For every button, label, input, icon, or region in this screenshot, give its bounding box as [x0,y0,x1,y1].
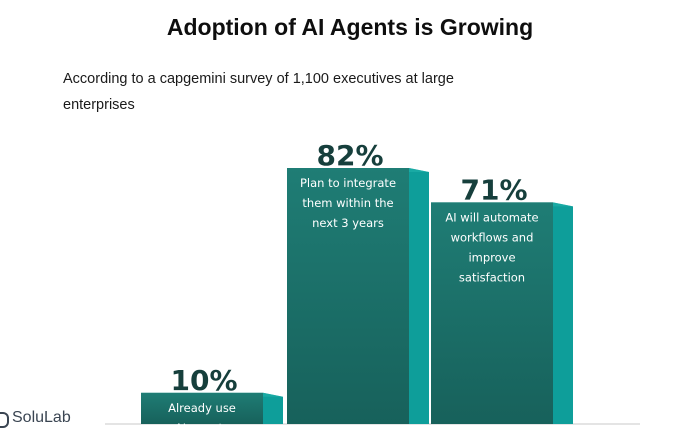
brand-logo: SoluLab [0,409,71,428]
bar-2 [287,168,409,424]
bar-description-2-line-3: next 3 years [312,216,384,230]
bar-description-3-line-3: improve [468,250,515,264]
value-label-1: 10% [170,364,237,397]
bar-side-3 [553,202,573,424]
bar-description-3-line-2: workflows and [451,230,534,244]
brand-name: SoluLab [12,409,71,426]
bar-description-3-line-4: satisfaction [459,270,525,284]
bar-3 [431,202,553,424]
bar-description-1-line-1: Already use [168,401,236,415]
bar-1 [141,392,263,424]
bar-side-1 [263,392,283,424]
chart-title: Adoption of AI Agents is Growing [166,14,534,40]
solulab-logo-icon [0,411,9,428]
bar-description-3-line-1: AI will automate [445,210,538,224]
bar-description-2-line-1: Plan to integrate [300,176,396,190]
value-label-3: 71% [460,173,527,206]
chart-subtitle: According to a capgemini survey of 1,100… [63,71,454,113]
value-label-2: 82% [316,139,383,172]
bar-description-2-line-2: them within the [302,196,393,210]
bar-side-2 [409,168,429,424]
bar-description-1-line-2: AI agents [175,421,229,435]
